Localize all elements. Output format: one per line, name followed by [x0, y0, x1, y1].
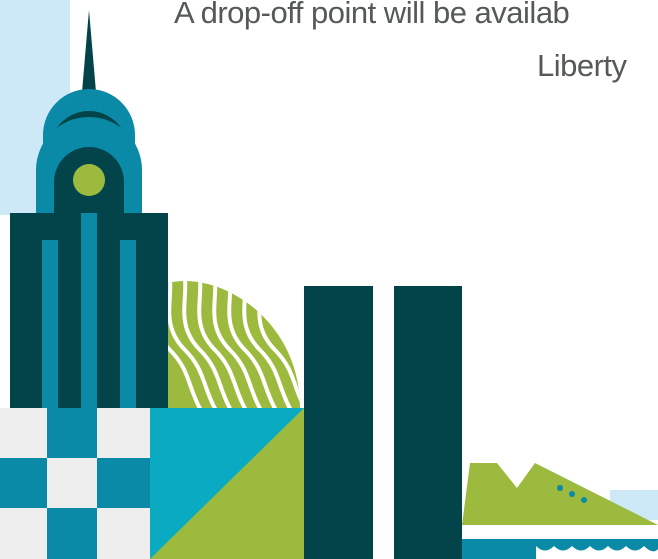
caption-line-2: Liberty — [537, 48, 627, 83]
wavy-hill-icon — [168, 280, 300, 408]
drop-off-caption: A drop-off point will be availab Liberty — [0, 0, 658, 100]
checkerboard-base — [0, 408, 150, 559]
skyscraper-icon — [10, 10, 168, 408]
twin-towers-icon — [304, 286, 462, 559]
sneaker-icon — [462, 463, 658, 559]
triangle-block — [150, 408, 304, 559]
caption-line-1: A drop-off point will be availab — [174, 0, 570, 30]
